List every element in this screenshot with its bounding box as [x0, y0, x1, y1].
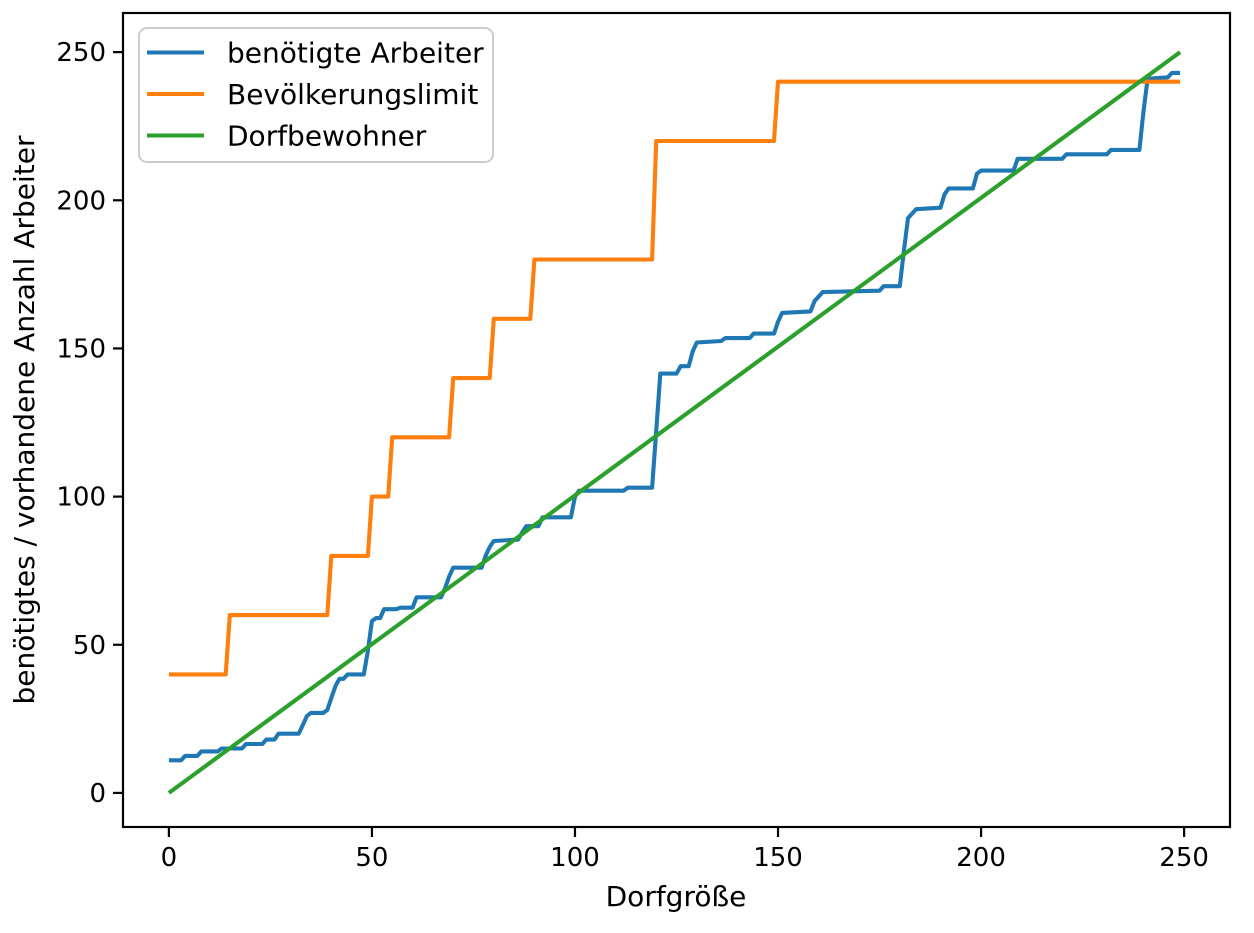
x-tick-label: 50 [355, 843, 388, 873]
y-axis-label: benötigtes / vorhandene Anzahl Arbeiter [8, 135, 41, 705]
series-line-1 [168, 79, 1181, 677]
y-tick-label: 150 [56, 334, 106, 364]
x-tick-label: 200 [956, 843, 1006, 873]
y-tick-label: 100 [56, 483, 106, 513]
plot-frame [121, 11, 1232, 829]
legend-label-2: Dorfbewohner [227, 120, 427, 153]
legend-label-0: benötigte Arbeiter [227, 37, 484, 70]
plot-area: 0 50 100 150 200 250 0 50 100 150 200 250 benötigte … [56, 11, 1232, 873]
x-tick-label: 100 [550, 843, 600, 873]
legend [138, 27, 494, 163]
y-tick-label: 50 [73, 631, 106, 661]
y-tick-label: 200 [56, 186, 106, 216]
legend-label-1: Bevölkerungslimit [227, 78, 478, 111]
series-line-0 [168, 70, 1181, 763]
x-tick-label: 0 [161, 843, 178, 873]
y-tick-label: 0 [89, 779, 106, 809]
y-tick-label: 250 [56, 38, 106, 68]
series-line-2 [167, 50, 1182, 795]
x-tick-label: 150 [753, 843, 803, 873]
x-axis-label: Dorfgröße [606, 880, 747, 913]
x-tick-label: 250 [1159, 843, 1209, 873]
